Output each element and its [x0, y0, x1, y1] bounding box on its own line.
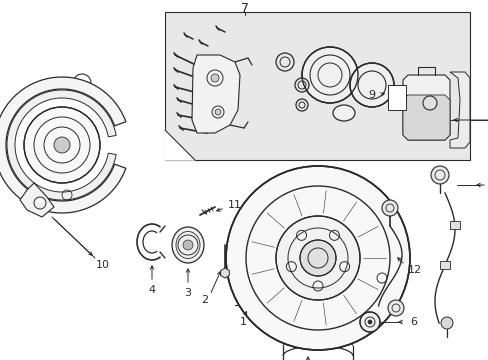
Circle shape — [359, 312, 379, 332]
Circle shape — [381, 200, 397, 216]
Polygon shape — [402, 75, 449, 140]
Circle shape — [430, 166, 448, 184]
Text: 3: 3 — [184, 288, 191, 298]
Circle shape — [275, 53, 293, 71]
Circle shape — [349, 63, 393, 107]
Polygon shape — [192, 55, 240, 133]
Text: 7: 7 — [241, 1, 248, 14]
Text: 13: 13 — [487, 180, 488, 190]
Circle shape — [295, 99, 307, 111]
Polygon shape — [20, 183, 54, 217]
Polygon shape — [402, 95, 449, 140]
Text: 9: 9 — [367, 90, 375, 100]
Circle shape — [440, 317, 452, 329]
Text: 11: 11 — [227, 200, 242, 210]
Circle shape — [215, 109, 221, 115]
Polygon shape — [164, 130, 195, 160]
Circle shape — [387, 300, 403, 316]
Bar — [449, 221, 459, 229]
Circle shape — [422, 96, 436, 110]
Ellipse shape — [332, 105, 354, 121]
Text: 6: 6 — [409, 317, 417, 327]
Text: 4: 4 — [148, 285, 155, 295]
Circle shape — [210, 74, 219, 82]
Circle shape — [54, 137, 70, 153]
Circle shape — [275, 216, 359, 300]
Circle shape — [294, 78, 308, 92]
Wedge shape — [7, 90, 116, 200]
Circle shape — [24, 107, 100, 183]
Bar — [164, 12, 469, 160]
Wedge shape — [0, 77, 125, 213]
Circle shape — [225, 166, 409, 350]
Ellipse shape — [172, 227, 203, 263]
Text: 10: 10 — [96, 260, 110, 270]
Text: 12: 12 — [407, 265, 421, 275]
Polygon shape — [449, 72, 469, 148]
Text: 2: 2 — [201, 295, 208, 305]
Text: 1: 1 — [239, 317, 246, 327]
Bar — [387, 85, 405, 110]
Circle shape — [367, 320, 371, 324]
Circle shape — [183, 240, 193, 250]
Bar — [439, 261, 449, 269]
Circle shape — [302, 47, 357, 103]
Polygon shape — [220, 268, 229, 278]
Circle shape — [299, 240, 335, 276]
